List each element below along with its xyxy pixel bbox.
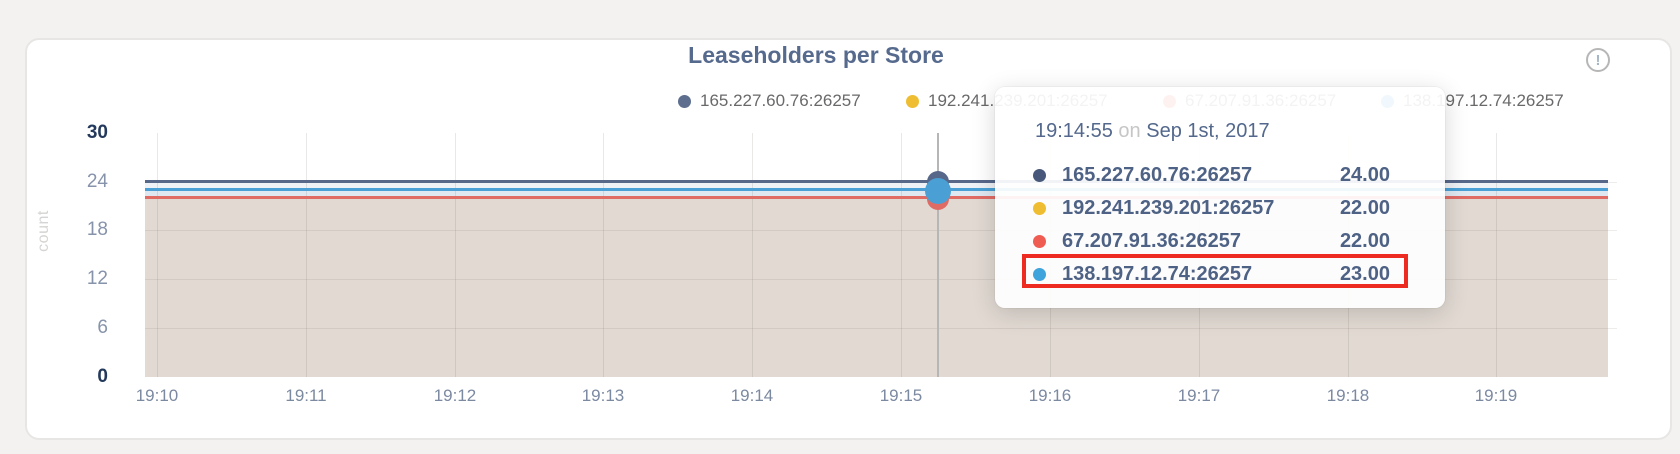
y-tick-6: 6 <box>97 317 108 338</box>
hover-point-blue <box>925 178 951 204</box>
x-tick: 19:12 <box>433 386 477 405</box>
y-tick-12: 12 <box>86 268 108 289</box>
series-line-165-227-60-76 <box>145 180 1608 183</box>
tooltip-time: 19:14:55 <box>1035 120 1113 142</box>
tooltip-series-value: 22.00 <box>1339 230 1390 252</box>
gridline-h-12 <box>145 279 1617 280</box>
gridline-v <box>157 133 158 377</box>
y-axis-label: count <box>35 210 52 252</box>
gridline-v <box>455 133 456 377</box>
gridline-v <box>752 133 753 377</box>
x-tick: 19:14 <box>730 386 774 405</box>
x-tick: 19:16 <box>1028 386 1072 405</box>
x-tick: 19:10 <box>135 386 179 405</box>
area-fill-23-22 <box>145 190 1608 198</box>
tooltip-series-name: 138.197.12.74:26257 <box>1062 263 1253 285</box>
series-dot-icon <box>1033 169 1046 182</box>
tooltip-series-value: 24.00 <box>1339 164 1390 186</box>
series-dot-icon <box>1033 235 1046 248</box>
gridline-v <box>901 133 902 377</box>
gridline-h-18 <box>145 230 1617 231</box>
tooltip-row-highlighted: 138.197.12.74:26257 23.00 <box>1033 258 1390 291</box>
gridline-v <box>603 133 604 377</box>
tooltip-series-value: 23.00 <box>1339 263 1390 285</box>
chart-tooltip: 19:14:55 on Sep 1st, 2017 165.227.60.76:… <box>995 87 1445 308</box>
tooltip-series-name: 165.227.60.76:26257 <box>1062 164 1253 186</box>
gridline-v <box>306 133 307 377</box>
hover-guide-line <box>937 133 939 377</box>
info-icon[interactable]: ! <box>1586 48 1610 72</box>
exclamation-glyph: ! <box>1595 51 1601 69</box>
chart-title: Leaseholders per Store <box>688 42 944 68</box>
tooltip-series-value: 22.00 <box>1339 197 1390 219</box>
x-tick: 19:18 <box>1326 386 1370 405</box>
legend-dot-icon <box>678 94 691 108</box>
tooltip-connector: on <box>1118 120 1141 142</box>
tooltip-timestamp: 19:14:55 on Sep 1st, 2017 <box>1035 120 1270 143</box>
series-line-67-207-91-36 <box>145 196 1608 199</box>
legend-item[interactable]: 165.227.60.76:26257 <box>678 91 861 111</box>
series-dot-icon <box>1033 268 1046 281</box>
x-tick: 19:15 <box>879 386 923 405</box>
tooltip-date: Sep 1st, 2017 <box>1146 120 1270 142</box>
legend-dot-icon <box>906 94 919 108</box>
gridline-v <box>1496 133 1497 377</box>
tooltip-series-name: 192.241.239.201:26257 <box>1062 197 1275 219</box>
annotation-highlight-rect <box>1022 254 1408 288</box>
x-tick: 19:11 <box>285 386 327 405</box>
x-tick: 19:13 <box>581 386 625 405</box>
x-tick: 19:19 <box>1474 386 1518 405</box>
series-dot-icon <box>1033 202 1046 215</box>
area-fill-24-23 <box>145 182 1608 190</box>
tooltip-row: 165.227.60.76:26257 24.00 <box>1033 159 1390 192</box>
y-tick-0: 0 <box>97 366 108 387</box>
tooltip-rows: 165.227.60.76:26257 24.00 192.241.239.20… <box>1033 159 1390 291</box>
y-tick-30: 30 <box>86 122 108 143</box>
y-tick-18: 18 <box>86 219 108 240</box>
legend-label: 165.227.60.76:26257 <box>700 91 861 110</box>
y-tick-24: 24 <box>86 171 108 192</box>
tooltip-row: 67.207.91.36:26257 22.00 <box>1033 225 1390 258</box>
series-line-138-197-12-74 <box>145 188 1608 191</box>
tooltip-series-name: 67.207.91.36:26257 <box>1062 230 1242 252</box>
x-tick: 19:17 <box>1177 386 1221 405</box>
legend-item[interactable]: 192.241.239.201:26257 <box>906 91 1108 111</box>
tooltip-row: 192.241.239.201:26257 22.00 <box>1033 192 1390 225</box>
gridline-h-6 <box>145 328 1617 329</box>
